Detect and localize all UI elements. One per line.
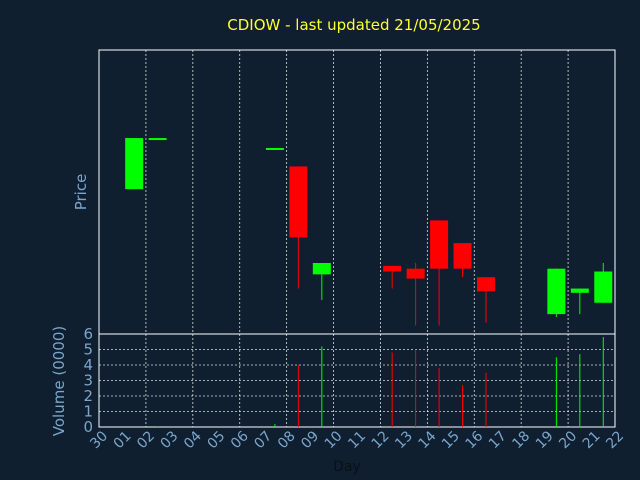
x-tick-label: 18 [509,428,533,452]
x-tick-label: 09 [298,428,322,452]
x-tick-label: 06 [228,428,252,452]
candle-body [265,147,284,150]
x-tick-label: 11 [345,428,369,452]
x-tick-label: 04 [181,428,205,452]
chart-title: CDIOW - last updated 21/05/2025 [227,16,480,34]
candles [125,138,613,326]
volume-bars [157,337,604,427]
price-axis-label: Price [72,174,90,211]
candle-body [453,243,472,269]
x-tick-label: 05 [204,428,228,452]
volume-tick-label: 1 [83,403,93,421]
x-tick-label: 17 [486,428,510,452]
volume-tick-label: 2 [83,387,93,405]
x-tick-label: 14 [416,428,440,452]
candle-body [125,138,144,190]
x-tick-label: 01 [111,428,135,452]
x-tick-label: 12 [369,428,393,452]
candle-body [312,263,331,275]
x-tick-label: 03 [158,428,182,452]
volume-tick-label: 0 [83,418,93,436]
x-axis-label: Day [333,459,361,475]
x-tick-label: 02 [134,428,158,452]
candle-body [430,220,449,269]
candle-body [547,268,566,315]
candle-body [594,271,613,303]
candle-body [148,138,167,141]
x-tick-label: 22 [603,428,627,452]
x-tick-label: 16 [462,428,486,452]
x-tick-label: 15 [439,428,463,452]
x-tick-label: 08 [275,428,299,452]
x-tick-labels: 30 01 02 03 04 05 06 07 08 09 10 11 12 13 14 15 16 17 18 19… [87,428,627,452]
volume-axis-label: Volume (0000) [50,326,68,436]
candle-body [570,288,589,293]
candle-body [477,277,495,292]
grid [99,50,615,427]
volume-tick-label: 3 [83,372,93,390]
x-tick-label: 10 [322,428,346,452]
x-tick-label: 07 [251,428,275,452]
x-tick-label: 20 [556,428,580,452]
price-panel [98,49,616,335]
volume-tick-label: 5 [83,341,93,359]
candle-body [383,265,402,272]
volume-tick-label: 4 [83,356,93,374]
x-tick-label: 13 [392,428,416,452]
candle-body [289,166,308,238]
volume-tick-label: 6 [83,325,93,343]
candle-body [406,268,425,279]
x-tick-label: 19 [533,428,557,452]
x-tick-label: 21 [580,428,604,452]
